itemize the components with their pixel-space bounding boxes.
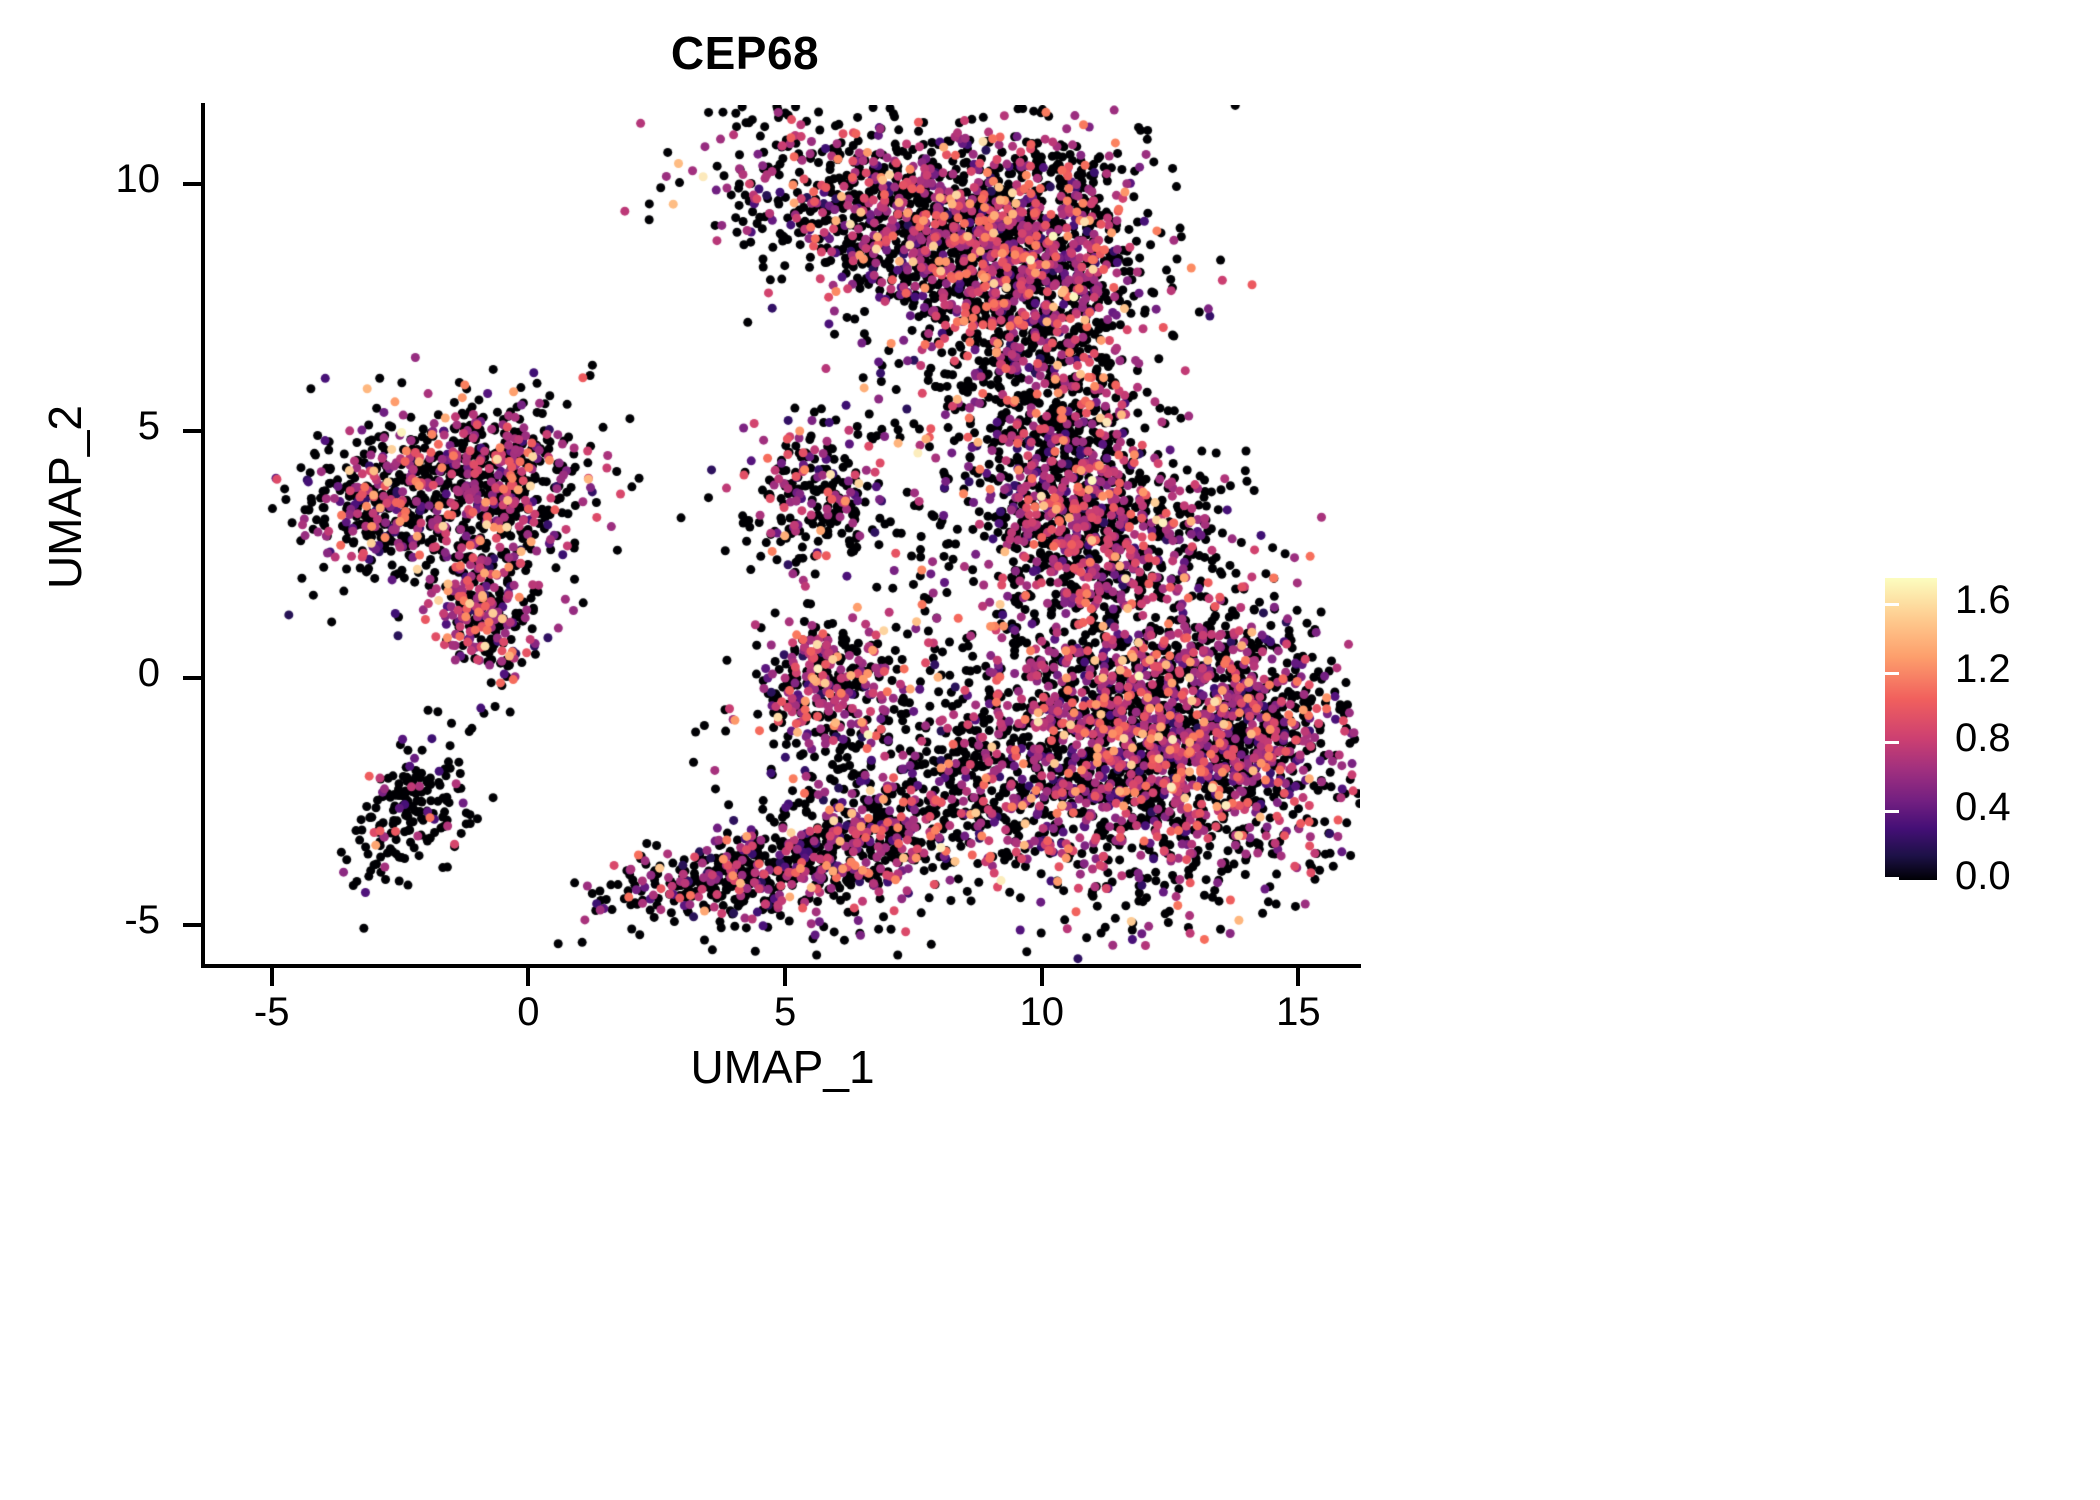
colorbar-tick-label: 1.2 xyxy=(1955,646,2011,691)
y-axis-line xyxy=(201,103,205,968)
colorbar-tick-mark xyxy=(1885,877,1899,880)
colorbar-gradient xyxy=(1885,578,1937,880)
x-axis-line xyxy=(201,964,1361,968)
x-tick-mark xyxy=(526,968,531,986)
colorbar-tick-mark xyxy=(1885,671,1899,675)
colorbar-tick-label: 1.6 xyxy=(1955,577,2011,622)
colorbar-tick-mark xyxy=(1885,602,1899,606)
scatter-points-canvas xyxy=(205,105,1360,965)
x-axis-title: UMAP_1 xyxy=(690,1041,875,1093)
x-tick-mark xyxy=(1039,968,1044,986)
y-tick-label: -5 xyxy=(124,898,160,943)
colorbar-tick-mark xyxy=(1871,602,1885,606)
x-tick-label: 0 xyxy=(517,990,540,1034)
y-tick-label: 10 xyxy=(115,157,161,202)
y-tick-mark xyxy=(183,676,201,681)
scatter-plot-panel xyxy=(205,105,1360,965)
x-tick-label: -5 xyxy=(253,990,290,1034)
colorbar-tick-mark xyxy=(1871,671,1885,675)
x-tick-label: 5 xyxy=(773,990,797,1034)
x-tick-mark xyxy=(1296,968,1301,986)
colorbar-tick-mark xyxy=(1871,740,1885,744)
y-tick-label: 0 xyxy=(137,651,160,696)
y-tick-label: 5 xyxy=(137,404,160,449)
colorbar-tick-label: 0.4 xyxy=(1955,784,2011,829)
x-tick-mark xyxy=(269,968,274,986)
colorbar-tick-mark xyxy=(1885,740,1899,744)
y-tick-mark xyxy=(183,429,201,434)
colorbar-tick-label: 0.8 xyxy=(1955,715,2011,760)
x-tick-label: 10 xyxy=(1019,990,1064,1034)
y-axis-title: UMAP_2 xyxy=(39,404,91,590)
colorbar-tick-mark xyxy=(1871,877,1885,880)
x-tick-mark xyxy=(783,968,788,986)
y-tick-mark xyxy=(183,923,201,928)
y-tick-mark xyxy=(183,182,201,187)
colorbar-tick-label: 0.0 xyxy=(1955,854,2011,898)
page-title: CEP68 xyxy=(670,27,820,79)
colorbar-tick-mark xyxy=(1885,809,1899,813)
x-tick-label: 15 xyxy=(1276,990,1321,1034)
colorbar-tick-mark xyxy=(1871,809,1885,813)
